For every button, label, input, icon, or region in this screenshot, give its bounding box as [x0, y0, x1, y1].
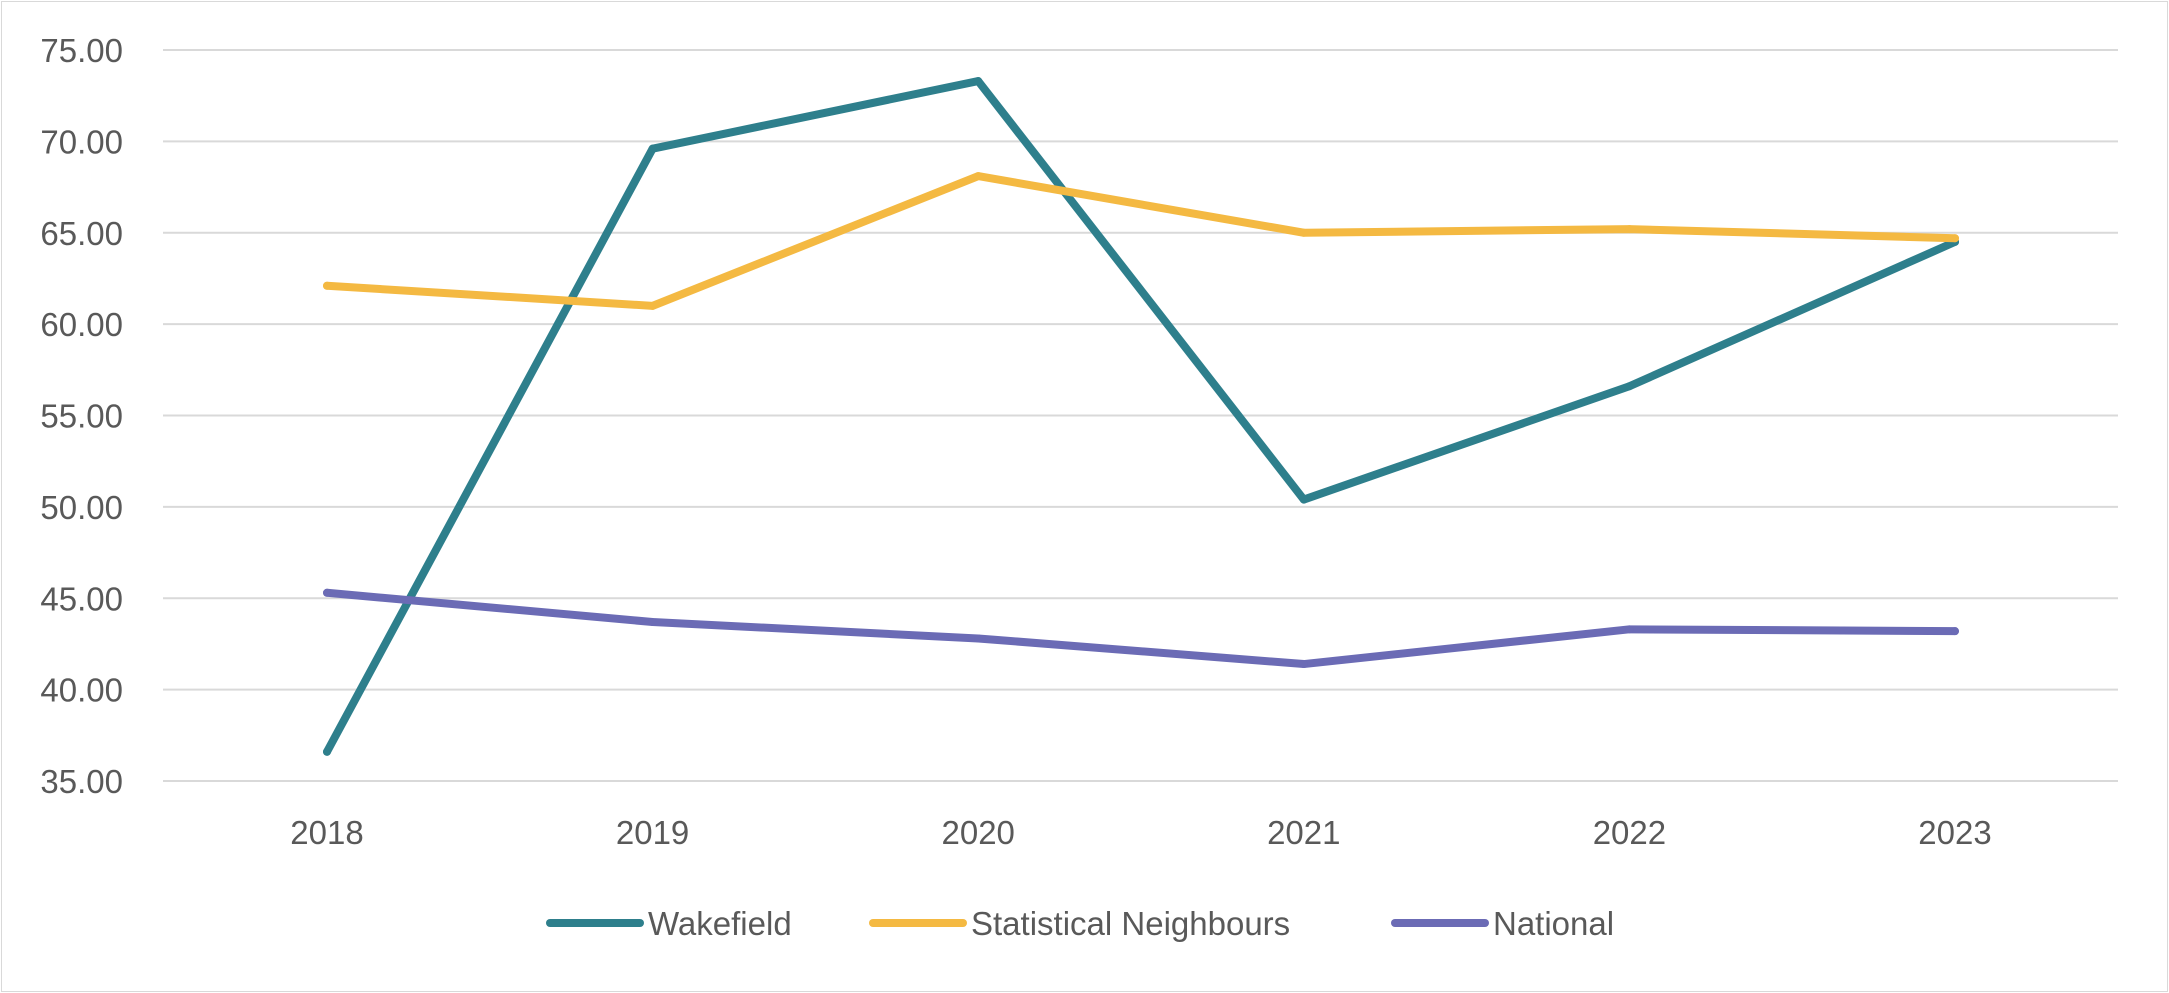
data-point-national — [1625, 625, 1634, 634]
data-point-wakefield — [974, 77, 983, 86]
data-point-statistical-neighbours — [323, 281, 331, 290]
data-point-statistical-neighbours — [1625, 225, 1634, 234]
data-point-statistical-neighbours — [1299, 228, 1308, 237]
y-tick-label: 60.00 — [40, 306, 123, 343]
y-tick-label: 45.00 — [40, 580, 123, 617]
legend-label-statistical-neighbours: Statistical Neighbours — [971, 905, 1290, 942]
x-tick-label: 2018 — [290, 814, 363, 851]
series-lines — [323, 77, 1959, 756]
data-point-national — [1951, 627, 1959, 636]
x-tick-label: 2022 — [1593, 814, 1666, 851]
data-point-wakefield — [323, 747, 331, 756]
y-tick-label: 40.00 — [40, 672, 123, 709]
data-point-national — [648, 618, 657, 627]
data-point-statistical-neighbours — [648, 301, 657, 310]
y-tick-label: 75.00 — [40, 32, 123, 69]
series-line-national — [323, 588, 1959, 669]
y-tick-label: 70.00 — [40, 123, 123, 160]
y-tick-label: 65.00 — [40, 215, 123, 252]
x-tick-label: 2023 — [1918, 814, 1991, 851]
x-tick-label: 2019 — [616, 814, 689, 851]
x-tick-label: 2021 — [1267, 814, 1340, 851]
series-line-wakefield — [323, 77, 1959, 756]
data-point-national — [1299, 660, 1308, 669]
data-point-national — [323, 588, 331, 597]
y-tick-label: 35.00 — [40, 763, 123, 800]
data-point-statistical-neighbours — [1951, 234, 1959, 243]
data-point-wakefield — [1299, 495, 1308, 504]
data-point-national — [974, 634, 983, 643]
gridlines — [163, 49, 2118, 782]
y-axis-tick-labels: 35.00 40.00 45.00 50.00 55.00 60.00 65.00 70.00… — [40, 32, 123, 800]
series-line-statistical-neighbours — [323, 172, 1959, 310]
data-point-statistical-neighbours — [974, 172, 983, 181]
data-point-wakefield — [648, 144, 657, 153]
x-axis-tick-labels: 2018 2019 2020 2021 2022 2023 — [290, 814, 1991, 851]
legend-label-wakefield: Wakefield — [648, 905, 792, 942]
y-tick-label: 50.00 — [40, 489, 123, 526]
legend-label-national: National — [1493, 905, 1614, 942]
x-tick-label: 2020 — [941, 814, 1014, 851]
data-point-wakefield — [1625, 382, 1634, 391]
legend: Wakefield Statistical Neighbours National — [546, 905, 1614, 942]
y-tick-label: 55.00 — [40, 398, 123, 435]
